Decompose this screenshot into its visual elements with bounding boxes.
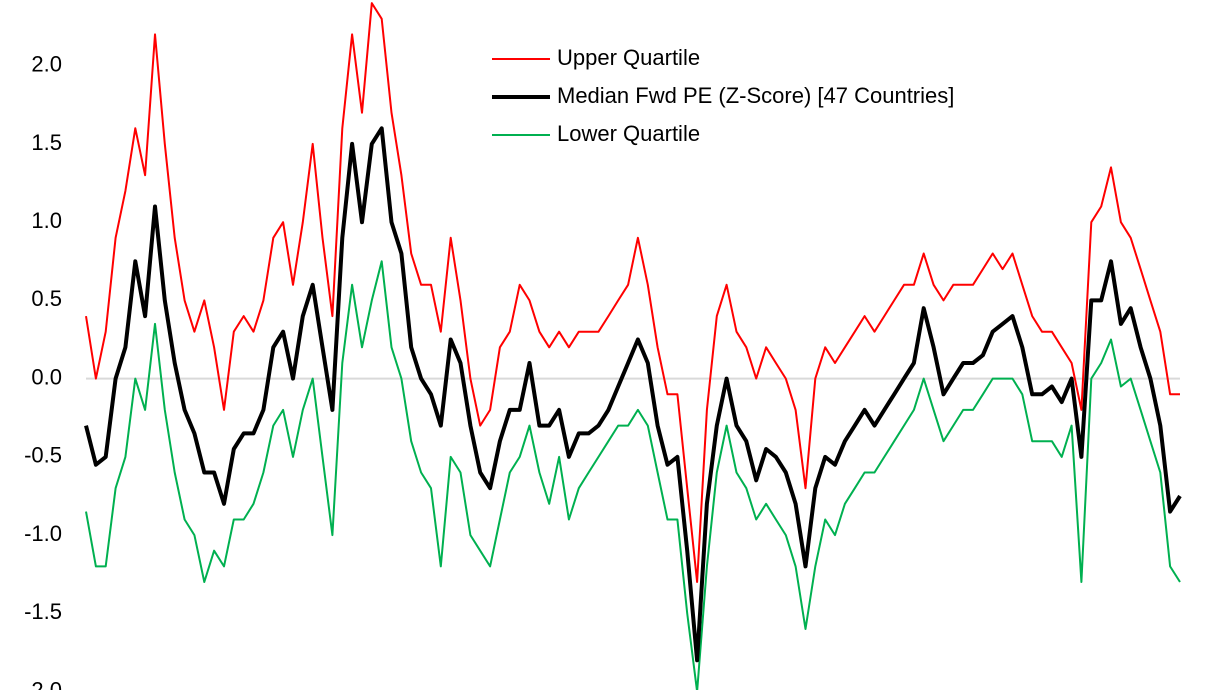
legend-label: Lower Quartile <box>557 121 700 146</box>
y-tick-label: 0.5 <box>31 286 62 311</box>
y-tick-label: 2.0 <box>31 52 62 77</box>
y-tick-label: -1.0 <box>24 521 62 546</box>
y-tick-label: 1.0 <box>31 208 62 233</box>
series-line <box>84 126 1182 663</box>
y-tick-label: -2.0 <box>24 677 62 690</box>
y-tick-label: -0.5 <box>24 443 62 468</box>
y-tick-label: -1.5 <box>24 599 62 624</box>
series-line <box>85 260 1181 690</box>
y-tick-label: 0.0 <box>31 364 62 389</box>
series-line <box>85 2 1180 583</box>
legend-label: Median Fwd PE (Z-Score) [47 Countries] <box>557 83 954 108</box>
legend-label: Upper Quartile <box>557 45 700 70</box>
y-tick-label: 1.5 <box>31 130 62 155</box>
